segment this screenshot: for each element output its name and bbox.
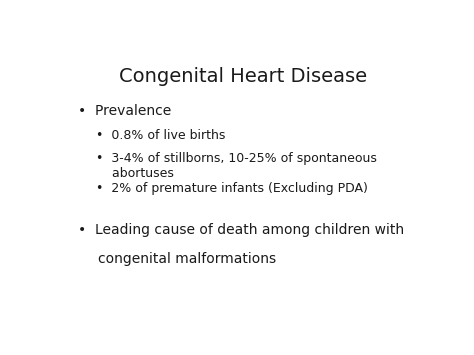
- Text: •  Prevalence: • Prevalence: [78, 104, 171, 118]
- Text: congenital malformations: congenital malformations: [98, 252, 276, 266]
- Text: •  Leading cause of death among children with: • Leading cause of death among children …: [78, 223, 404, 237]
- Text: •  0.8% of live births: • 0.8% of live births: [96, 129, 225, 142]
- Text: •  3-4% of stillborns, 10-25% of spontaneous
    abortuses: • 3-4% of stillborns, 10-25% of spontane…: [96, 152, 377, 180]
- Text: •  2% of premature infants (Excluding PDA): • 2% of premature infants (Excluding PDA…: [96, 182, 368, 195]
- Text: Congenital Heart Disease: Congenital Heart Disease: [119, 67, 367, 86]
